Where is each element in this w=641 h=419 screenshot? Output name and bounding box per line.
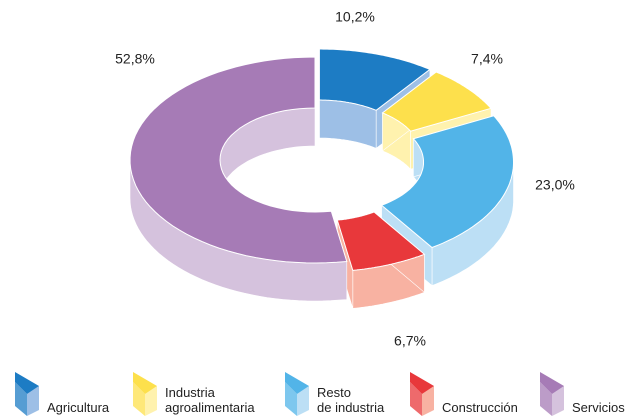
legend-swatch [410,372,434,394]
legend-swatch-side [422,386,434,416]
slice [129,56,348,264]
legend-icon [540,372,564,416]
value-label: 7,4% [471,51,503,67]
legend-swatch-front [540,382,552,416]
value-label: 23,0% [535,177,575,193]
legend-swatch-front [285,382,297,416]
legend-icon [410,372,434,416]
value-label: 10,2% [335,9,375,25]
legend-swatch [15,372,39,394]
slice [381,71,492,132]
legend-icon [133,372,157,416]
legend-label: Agricultura [47,400,110,415]
legend-label: Industria agroalimentaria [165,385,255,415]
legend-swatch-front [410,382,422,416]
slice [336,211,426,271]
legend-label: Construcción [442,400,518,415]
slice-tops [129,48,514,271]
legend-label: Resto de industria [317,385,385,415]
slice [380,115,514,249]
legend-swatch [540,372,564,394]
legend-label: Servicios [572,400,625,415]
legend-swatch [285,372,309,394]
legend-swatch-front [15,382,27,416]
legend-swatch-side [552,386,564,416]
slice [318,48,431,111]
legend-swatch [133,372,157,394]
legend-swatch-front [133,382,145,416]
legend-icon [15,372,39,416]
legend-swatch-side [145,386,157,416]
legend-swatch-side [27,386,39,416]
legend-swatch-side [297,386,309,416]
value-label: 52,8% [115,51,155,67]
legend-icon [285,372,309,416]
value-label: 6,7% [394,333,426,349]
